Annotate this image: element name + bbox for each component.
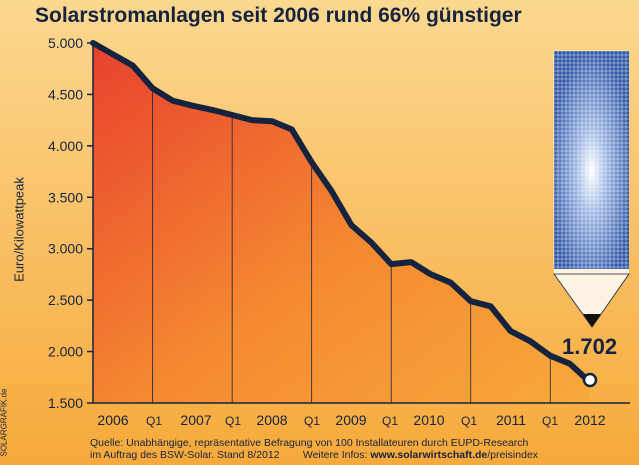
x-tick-label: 2008 [256,412,287,428]
y-tick-label: 4.500 [48,86,83,102]
x-tick-label: Q1 [225,414,241,428]
source-line-2-text: im Auftrag des BSW-Solar. Stand 8/2012 [90,449,280,461]
x-tick-label: Q1 [461,414,477,428]
y-tick-label: 5.000 [48,35,83,51]
more-info-label: Weitere Infos: [302,449,368,461]
x-tick-label: 2007 [180,412,211,428]
x-tick-label: Q1 [146,414,162,428]
x-tick-label: 2010 [413,412,444,428]
area-fill [93,43,590,403]
chart-title: Solarstromanlagen seit 2006 rund 66% gün… [35,4,522,27]
y-axis: 1.500 2.000 2.500 3.000 3.500 4.000 4.500 5.000 [48,35,94,411]
source-line-1: Quelle: Unabhängige, repräsentative Befr… [90,437,529,449]
x-tick-label: Q1 [542,414,558,428]
x-axis: 2006 Q1 2007 Q1 2008 Q1 2009 Q1 2010 Q1 2011 Q1 2012 [93,402,630,428]
y-tick-label: 1.500 [48,395,83,411]
credit-text: SOLARGRAFIK.de [0,388,9,457]
x-tick-label: 2011 [496,412,526,428]
solar-panel-pencil-icon [553,50,630,328]
price-line [90,40,593,386]
end-value-label: 1.702 [562,334,618,359]
source-note: Quelle: Unabhängige, repräsentative Befr… [90,437,538,461]
y-tick-label: 2.500 [48,292,83,308]
y-axis-label: Euro/Kilowattpeak [11,177,27,282]
x-tick-label: Q1 [382,414,398,428]
more-info-path[interactable]: /preisindex [487,449,539,461]
y-tick-label: 2.000 [48,344,83,360]
y-tick-label: 4.000 [48,138,83,154]
y-tick-label: 3.000 [48,241,83,257]
y-tick-label: 3.500 [48,189,83,205]
source-line-2: im Auftrag des BSW-Solar. Stand 8/2012 W… [90,449,538,461]
x-tick-label: Q1 [304,414,320,428]
x-tick-label: 2009 [335,412,366,428]
quarter-lines [152,88,551,403]
more-info-link[interactable]: www.solarwirtschaft.de [370,449,488,461]
x-tick-label: 2012 [574,412,605,428]
end-point-marker [582,372,598,388]
x-tick-label: 2006 [97,412,128,428]
